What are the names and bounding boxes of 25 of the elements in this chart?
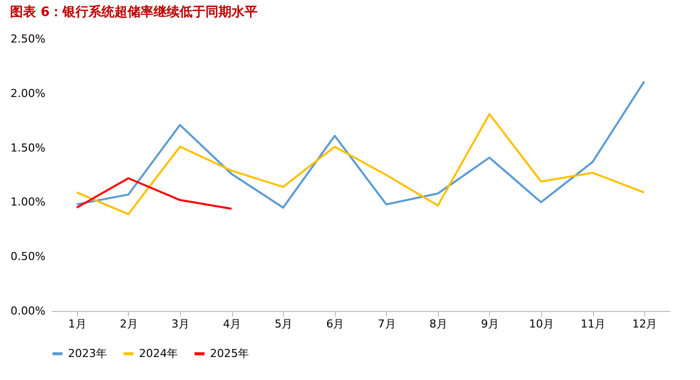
x-tick-label: 6月 — [326, 318, 344, 330]
y-tick-label: 0.00% — [10, 304, 46, 318]
y-tick-label: 2.00% — [10, 86, 46, 100]
x-tick-label: 5月 — [274, 318, 293, 330]
x-tick-label: 11月 — [580, 318, 606, 330]
y-tick-label: 1.00% — [10, 196, 46, 209]
y-tick-label: 1.50% — [10, 141, 46, 154]
x-tick-label: 2月 — [120, 318, 138, 330]
x-tick-label: 7月 — [378, 318, 396, 330]
x-tick-label: 1月 — [68, 318, 86, 330]
legend-label: 2025年 — [210, 346, 249, 360]
x-tick-label: 4月 — [223, 318, 242, 330]
line-series — [76, 113, 646, 216]
y-tick-label: 2.50% — [10, 32, 46, 46]
x-tick-label: 9月 — [480, 318, 499, 330]
x-tick-label: 3月 — [171, 318, 190, 330]
x-tick-label: 8月 — [429, 318, 448, 330]
line-series — [76, 80, 646, 209]
x-tick-label: 12月 — [632, 318, 658, 330]
chart-title: 图表 6：银行系统超储率继续低于同期水平 — [10, 4, 258, 20]
line-series — [76, 177, 233, 210]
x-tick-label: 10月 — [529, 318, 554, 330]
y-tick-label: 0.50% — [10, 250, 46, 264]
legend-label: 2023年 — [68, 346, 107, 360]
legend-label: 2024年 — [139, 346, 178, 360]
